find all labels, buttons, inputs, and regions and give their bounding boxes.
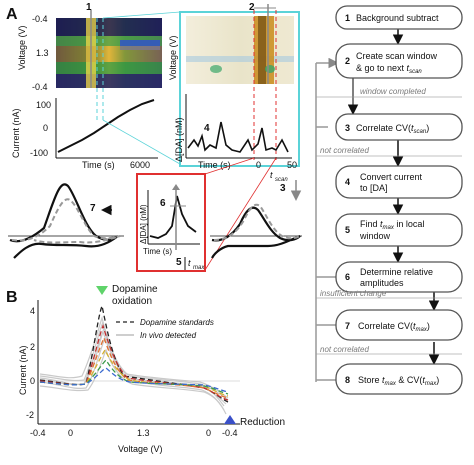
x-tick-neg04-right: -0.4 (222, 428, 238, 438)
branch-not-correlated-2: not correlated (320, 345, 369, 354)
oxidation-label-line2: oxidation (112, 296, 152, 307)
step2-number: 2 (249, 2, 255, 13)
current-trace-plot (55, 98, 158, 159)
flow-step-6-box (335, 261, 463, 293)
x-tick-0-right: 0 (206, 428, 211, 438)
x-tick-0-left: 0 (68, 428, 73, 438)
y-tick-2: 2 (30, 342, 35, 352)
flow-step-4-num: 4 (345, 177, 350, 187)
branch-not-correlated-1: not correlated (320, 146, 369, 155)
current-tick-0: 0 (43, 123, 48, 133)
flow-step-4-line2: to [DA] (360, 183, 388, 193)
zoom-connector-top (102, 11, 181, 19)
current-axis-label-b: Current (nA) (18, 345, 28, 395)
step7-number: 7 (90, 203, 96, 214)
time-tick-50-zoom: 50 (287, 160, 297, 170)
reduction-label: Reduction (240, 417, 285, 428)
step5-number: 5 (176, 257, 182, 268)
current-tick-neg100: -100 (30, 148, 48, 158)
panel-b-label: B (6, 289, 18, 306)
flow-step-3-box (335, 113, 463, 141)
flow-step-6-num: 6 (345, 272, 350, 282)
heatmap-zoomed (186, 16, 294, 84)
x-tick-13: 1.3 (137, 428, 150, 438)
flow-step-5-num: 5 (345, 225, 350, 235)
legend-invivo-label: In vivo detected (140, 331, 197, 340)
voltage-axis-label-b: Voltage (V) (118, 444, 163, 454)
flow-step-2-box (335, 43, 463, 79)
flow-step-8-box (335, 363, 463, 395)
voltage-axis-label-left: Voltage (V) (17, 25, 27, 70)
t-scan-subscript: scan (275, 177, 288, 183)
flowchart (315, 29, 462, 382)
voltage-tick-mid-left: 1.3 (36, 48, 49, 58)
current-tick-100: 100 (36, 100, 51, 110)
inset-y-label: Δ[DA] (nM) (139, 204, 148, 244)
t-max-label: t (188, 258, 191, 268)
x-tick-neg04-left: -0.4 (30, 428, 46, 438)
voltage-tick-bottom-left: -0.4 (32, 82, 48, 92)
flow-step-7-text: Correlate CV(tmax) (358, 321, 430, 333)
oxidation-marker (96, 286, 108, 295)
flow-step-6-line1: Determine relative (360, 267, 433, 277)
step1-number: 1 (86, 2, 92, 13)
inset-x-label: Time (s) (143, 247, 172, 256)
flow-step-7-box (335, 309, 463, 341)
inset-trace-plot (147, 184, 200, 250)
flow-step-2-line1: Create scan window (356, 51, 438, 61)
branch-insufficient-change: insufficient change (320, 289, 387, 298)
panel-a-label: A (6, 6, 18, 23)
invivo-traces (39, 315, 229, 415)
t-max-subscript: max (193, 265, 205, 271)
flow-step-2-line2: & go to next tscan (356, 63, 422, 75)
cv-step3-plot (210, 203, 302, 259)
oxidation-label-line1: Dopamine (112, 284, 158, 295)
flow-step-3-text: Correlate CV(tscan) (356, 123, 429, 135)
step3-number: 3 (280, 183, 286, 194)
flow-step-1-num: 1 (345, 13, 350, 23)
dopamine-standard-traces (39, 303, 229, 403)
time-axis-label-zoom: Time (s) (198, 160, 231, 170)
flow-step-1-box (335, 5, 463, 30)
y-tick-neg2: -2 (26, 410, 34, 420)
cv-step7-plot (8, 183, 124, 259)
branch-window-completed: window completed (360, 87, 426, 96)
time-axis-label-left: Time (s) (82, 160, 115, 170)
da-axis-label: Δ[DA] (nM) (174, 117, 184, 162)
y-tick-4: 4 (30, 306, 35, 316)
flow-step-2-num: 2 (345, 56, 350, 66)
heatmap-full-recording (56, 18, 162, 88)
da-trace-plot (185, 94, 292, 159)
flow-step-4-line1: Convert current (360, 172, 423, 182)
flow-step-5-box (335, 213, 463, 247)
step4-number: 4 (204, 123, 210, 134)
flow-step-8-text: Store tmax & CV(tmax) (358, 375, 439, 387)
voltage-tick-top-left: -0.4 (32, 14, 48, 24)
current-axis-label: Current (nA) (11, 108, 21, 158)
flow-step-1-text: Background subtract (356, 13, 439, 23)
time-tick-6000: 6000 (130, 160, 150, 170)
flow-step-5-line2: window (359, 231, 391, 241)
flow-step-5-line1: Find tmax in local (360, 219, 424, 231)
step6-number: 6 (160, 198, 166, 209)
flow-step-7-num: 7 (345, 321, 350, 331)
time-tick-0-zoom: 0 (256, 160, 261, 170)
reduction-marker (224, 415, 236, 424)
flow-step-4-box (335, 165, 463, 199)
t-scan-label: t (270, 170, 273, 180)
flow-step-8-num: 8 (345, 375, 350, 385)
inset-connector-left (204, 157, 255, 175)
flow-step-3-num: 3 (345, 123, 350, 133)
voltage-axis-label-zoom: Voltage (V) (168, 35, 178, 80)
zoom-connector-bottom (102, 119, 181, 165)
y-tick-0: 0 (30, 376, 35, 386)
legend-standards-label: Dopamine standards (140, 318, 214, 327)
zoom-frame (179, 11, 300, 167)
flow-step-6-line2: amplitudes (360, 278, 404, 288)
